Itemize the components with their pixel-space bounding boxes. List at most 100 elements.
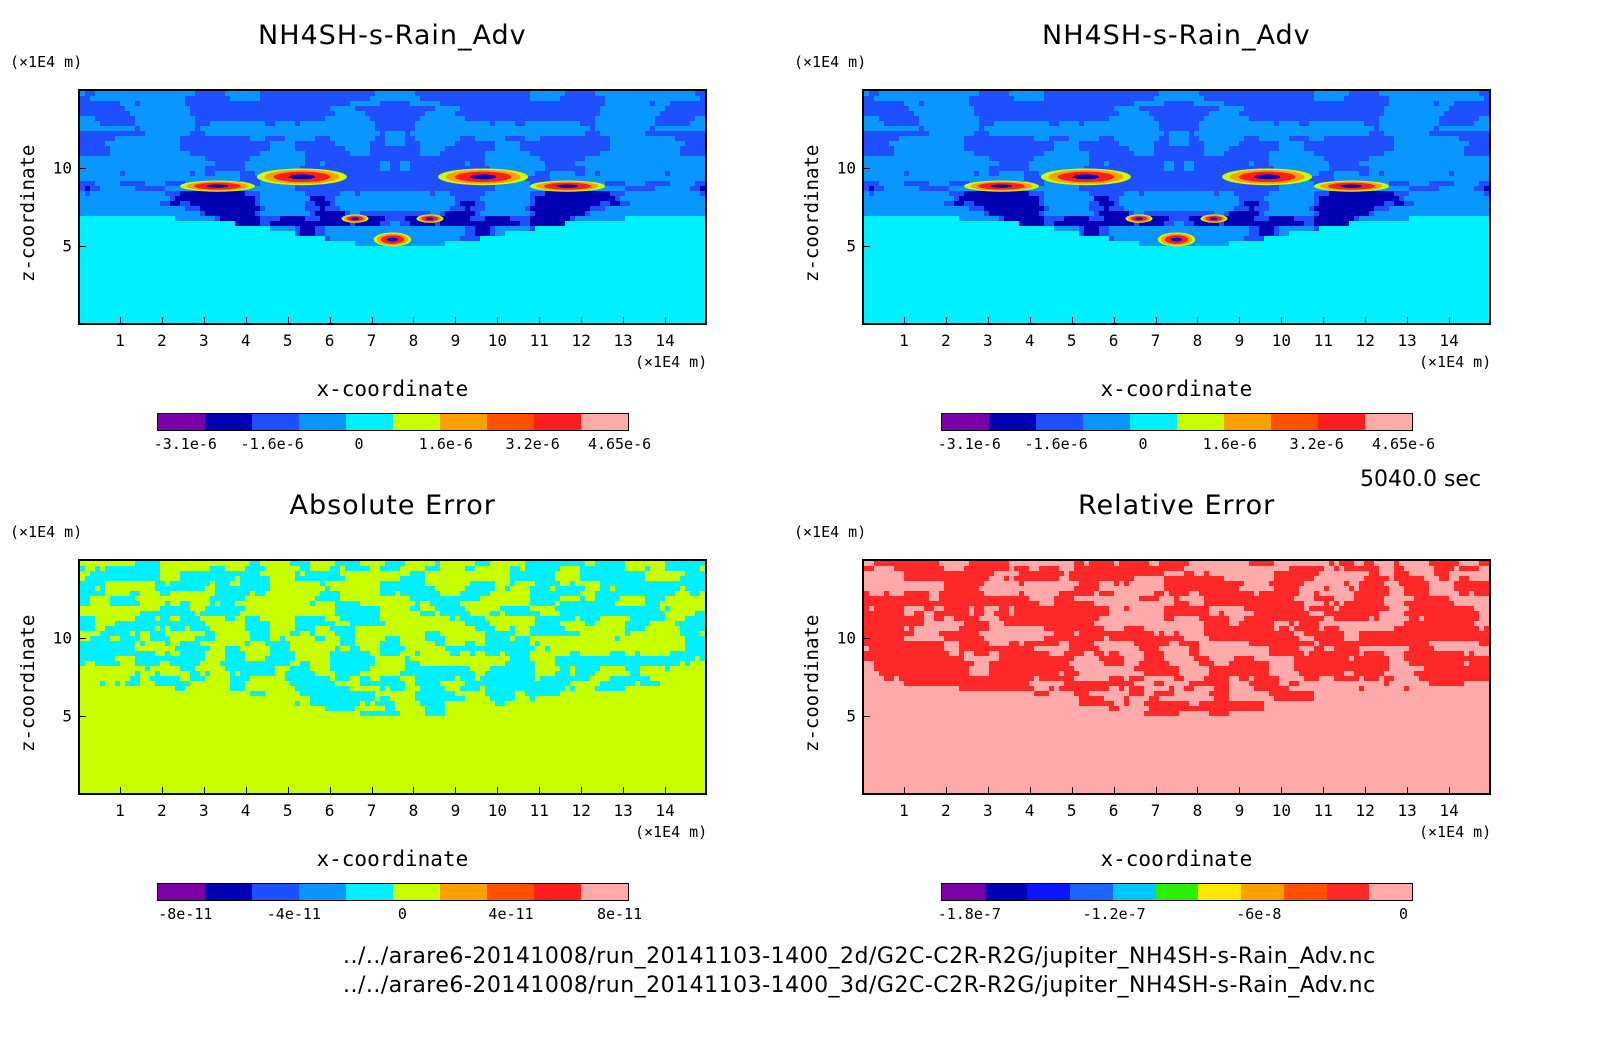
x-tick-mark <box>203 317 205 325</box>
x-tick-label: 14 <box>1439 331 1459 350</box>
x-tick-label: 11 <box>529 331 549 350</box>
x-tick-label: 12 <box>571 331 591 350</box>
x-axis-label: x-coordinate <box>1100 377 1253 401</box>
colorbar-label: -4e-11 <box>266 905 321 923</box>
x-tick-label: 3 <box>198 331 209 350</box>
x-tick-label: 12 <box>1355 801 1375 820</box>
field-cells <box>80 561 705 716</box>
colorbar-segment <box>942 884 985 900</box>
x-tick-mark <box>945 787 947 795</box>
x-tick-mark <box>287 787 289 795</box>
x-tick-mark <box>1197 317 1199 325</box>
x-tick-mark <box>1449 787 1451 795</box>
colorbar-label: 3.2e-6 <box>1289 435 1344 453</box>
plot-area <box>78 559 707 795</box>
x-tick-label: 7 <box>366 331 377 350</box>
x-tick-label: 2 <box>941 801 951 820</box>
colorbar-segment <box>1036 414 1083 430</box>
y-tick-label: 10 <box>836 158 856 178</box>
y-tick-mark <box>78 716 86 718</box>
y-tick-mark <box>862 637 870 639</box>
colorbar-segment <box>158 884 205 900</box>
x-tick-mark <box>1071 317 1073 325</box>
colorbar-segment <box>534 414 581 430</box>
field-feature <box>1340 184 1363 188</box>
x-tick-label: 12 <box>571 801 591 820</box>
y-unit-label: (×1E4 m) <box>794 53 867 71</box>
y-tick-mark <box>78 637 86 639</box>
x-tick-mark <box>161 787 163 795</box>
x-tick-mark <box>1029 787 1031 795</box>
x-tick-label: 10 <box>1271 331 1291 350</box>
x-tick-mark <box>623 317 625 325</box>
colorbar-label: 4.65e-6 <box>587 435 652 453</box>
x-tick-label: 10 <box>487 801 507 820</box>
x-tick-mark <box>1365 787 1367 795</box>
colorbar-label: 8e-11 <box>596 905 643 923</box>
x-tick-label: 4 <box>240 801 251 820</box>
chart-panel-3: Absolute Error (×1E4 m) z-coordinate 1 2 3 4 5 6… <box>0 470 784 940</box>
x-tick-label: 11 <box>1313 801 1333 820</box>
colorbar-label: 4.65e-6 <box>1371 435 1436 453</box>
x-tick-label: 11 <box>1313 331 1333 350</box>
x-tick-label: 7 <box>366 801 377 820</box>
y-unit-label: (×1E4 m) <box>10 523 83 541</box>
y-unit-label: (×1E4 m) <box>794 523 867 541</box>
x-tick-label: 13 <box>613 801 633 820</box>
x-tick-label: 12 <box>1355 331 1375 350</box>
x-tick-mark <box>413 317 415 325</box>
x-tick-mark <box>1365 317 1367 325</box>
x-tick-mark <box>903 787 905 795</box>
x-tick-mark <box>903 317 905 325</box>
x-tick-label: 10 <box>1271 801 1291 820</box>
file-path-2d: ../../arare6-20141008/run_20141103-1400_… <box>343 944 1376 969</box>
x-tick-label: 9 <box>450 331 461 350</box>
x-tick-mark <box>623 787 625 795</box>
colorbar-label: -1.6e-6 <box>240 435 304 453</box>
colorbar-segment <box>1283 884 1327 900</box>
colorbar-segment <box>252 414 299 430</box>
y-tick-label: 5 <box>62 706 72 726</box>
x-tick-label: 8 <box>408 331 419 350</box>
x-tick-mark <box>371 787 373 795</box>
x-tick-mark <box>945 317 947 325</box>
y-tick-label: 5 <box>62 236 72 256</box>
field-feature <box>1210 217 1218 220</box>
x-axis-label: x-coordinate <box>1100 847 1253 871</box>
field-cells <box>864 91 1489 246</box>
x-tick-label: 9 <box>1234 801 1245 820</box>
x-tick-mark <box>455 787 457 795</box>
colorbar-label: 0 <box>1138 435 1148 453</box>
x-tick-label: 1 <box>115 801 125 820</box>
field-feature <box>990 184 1013 188</box>
colorbar-label: -1.2e-7 <box>1082 905 1146 923</box>
colorbar-segment <box>581 414 628 430</box>
colorbar-segment <box>1365 414 1412 430</box>
chart-title: NH4SH-s-Rain_Adv <box>258 20 527 51</box>
field-feature <box>556 184 579 188</box>
colorbar-segment <box>487 414 534 430</box>
colorbar-label: -6e-8 <box>1236 905 1282 923</box>
chart-panel-1: NH4SH-s-Rain_Adv (×1E4 m) z-coordinate 1 2 3 4… <box>0 0 784 470</box>
x-tick-mark <box>581 787 583 795</box>
x-tick-label: 6 <box>1108 331 1119 350</box>
x-tick-mark <box>119 317 121 325</box>
x-tick-mark <box>987 787 989 795</box>
x-tick-label: 5 <box>282 801 293 820</box>
colorbar-segment <box>1130 414 1177 430</box>
x-unit-label: (×1E4 m) <box>1419 353 1492 371</box>
x-tick-label: 3 <box>982 801 993 820</box>
x-unit-label: (×1E4 m) <box>635 353 708 371</box>
heatmap-field <box>80 561 705 793</box>
x-tick-label: 11 <box>529 801 549 820</box>
field-feature <box>1254 174 1281 180</box>
field-feature <box>288 174 315 180</box>
colorbar-segment <box>1112 884 1156 900</box>
field-cells <box>864 561 1489 716</box>
heatmap-field <box>864 561 1489 793</box>
colorbar <box>157 883 629 901</box>
field-feature <box>351 217 359 220</box>
x-tick-mark <box>1197 787 1199 795</box>
colorbar-label: 0 <box>354 435 364 453</box>
colorbar-segment <box>1027 884 1071 900</box>
